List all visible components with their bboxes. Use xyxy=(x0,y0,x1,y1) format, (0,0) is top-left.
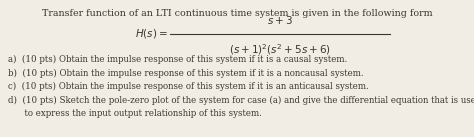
Text: d)  (10 pts) Sketch the pole-zero plot of the system for case (a) and give the d: d) (10 pts) Sketch the pole-zero plot of… xyxy=(8,95,474,105)
Text: b)  (10 pts) Obtain the impulse response of this system if it is a noncausal sys: b) (10 pts) Obtain the impulse response … xyxy=(8,68,364,78)
Text: a)  (10 pts) Obtain the impulse response of this system if it is a causal system: a) (10 pts) Obtain the impulse response … xyxy=(8,55,347,64)
Text: c)  (10 pts) Obtain the impulse response of this system if it is an anticausal s: c) (10 pts) Obtain the impulse response … xyxy=(8,82,369,91)
Text: $(s+1)^2(s^2+5s+6)$: $(s+1)^2(s^2+5s+6)$ xyxy=(229,42,331,57)
Text: Transfer function of an LTI continuous time system is given in the following for: Transfer function of an LTI continuous t… xyxy=(42,9,432,18)
Text: to express the input output relationship of this system.: to express the input output relationship… xyxy=(8,109,262,118)
Text: $H(s) =$: $H(s) =$ xyxy=(135,28,168,41)
Text: $s+3$: $s+3$ xyxy=(267,14,293,26)
